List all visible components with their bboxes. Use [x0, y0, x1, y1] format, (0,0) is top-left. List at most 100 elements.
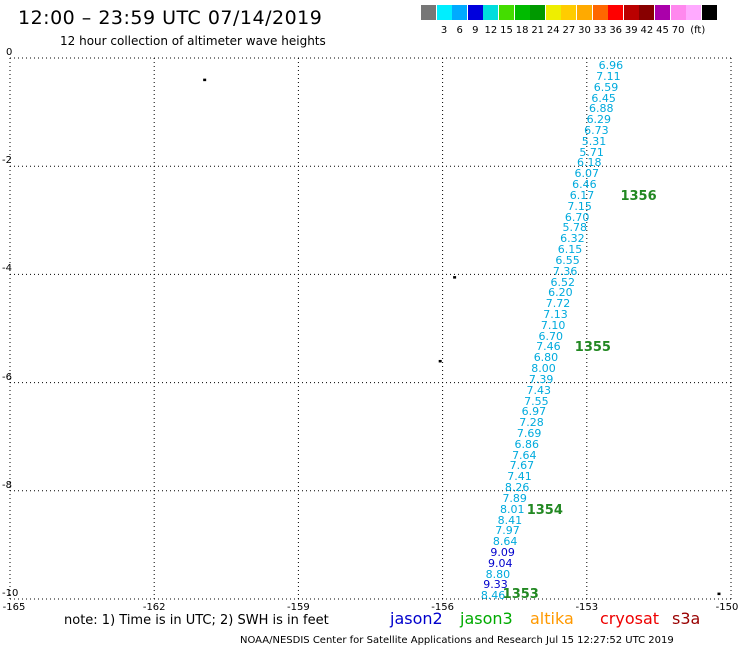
wave-height-value: 6.20 — [548, 286, 573, 300]
latitude-tick-label: 0 — [6, 47, 13, 58]
wave-height-value: 7.89 — [502, 491, 527, 505]
scale-swatch — [530, 5, 546, 20]
pass-number-label: 1355 — [574, 340, 611, 356]
wave-height-value: 7.11 — [596, 69, 621, 83]
scale-swatch — [467, 5, 483, 20]
scale-swatch — [670, 5, 686, 20]
longitude-tick-label: -165 — [2, 602, 26, 613]
scale-swatch — [421, 5, 436, 20]
wave-height-value: 6.97 — [521, 405, 547, 419]
scale-swatch — [499, 5, 514, 20]
wave-height-value: 6.46 — [572, 178, 597, 192]
scale-label: 3 — [440, 25, 448, 36]
scale-swatch — [686, 5, 702, 20]
wave-height-value: 7.13 — [543, 307, 568, 321]
wave-height-value: 8.46 — [480, 589, 506, 603]
latitude-tick-label: -6 — [2, 371, 12, 383]
wave-height-value: 5.71 — [579, 145, 604, 159]
scale-label: 15 — [500, 25, 513, 36]
pass-number-label: 1354 — [526, 502, 563, 518]
wave-height-value: 9.04 — [488, 556, 513, 570]
wave-height-value: 7.64 — [512, 448, 537, 462]
wave-height-value: 6.32 — [560, 232, 585, 246]
scale-swatch — [701, 5, 717, 20]
scale-swatch — [577, 5, 592, 20]
scale-label: 12 — [484, 25, 498, 36]
wave-height-value: 6.45 — [591, 91, 616, 105]
wave-height-value: 7.97 — [495, 524, 520, 538]
latitude-tick-label: -4 — [2, 263, 12, 275]
map-title: 12:00 – 23:59 UTC 07/14/2019 — [18, 7, 323, 29]
wave-height-value: 7.72 — [545, 297, 571, 311]
scale-swatch — [514, 5, 530, 20]
scale-label: 70 — [671, 25, 685, 36]
scale-label: 18 — [515, 25, 529, 36]
wave-height-value: 7.39 — [528, 372, 554, 386]
wave-height-value: 8.01 — [500, 502, 525, 516]
scale-swatch — [623, 5, 639, 20]
pass-number-label: 1356 — [620, 188, 657, 204]
wave-height-value: 5.31 — [581, 134, 607, 148]
scale-label: 36 — [609, 25, 623, 36]
island-marker — [717, 592, 721, 596]
scale-label: 45 — [656, 25, 669, 36]
latitude-tick-label: -8 — [2, 479, 12, 491]
latitude-tick-label: -10 — [2, 588, 19, 599]
wave-height-value: 6.73 — [584, 124, 609, 138]
satellite-legend-item: altika — [530, 609, 574, 628]
wave-height-value: 6.15 — [557, 243, 583, 257]
wave-height-value: 6.07 — [574, 167, 600, 181]
wave-height-value: 7.28 — [519, 416, 544, 430]
satellite-legend-item: jason3 — [460, 609, 513, 628]
island-marker — [438, 359, 442, 363]
note-text: note: 1) Time is in UTC; 2) SWH is in fe… — [64, 613, 329, 628]
wave-height-value: 5.78 — [562, 221, 588, 235]
scale-label: 6 — [456, 25, 463, 36]
wave-height-value: 8.26 — [504, 481, 530, 495]
longitude-tick-label: -153 — [575, 602, 599, 613]
wave-height-value: 7.36 — [552, 264, 578, 278]
wave-height-value: 7.46 — [536, 340, 561, 354]
pass-number-label: 1353 — [502, 586, 539, 602]
scale-swatch — [561, 5, 577, 20]
scale-label: 21 — [531, 25, 545, 36]
footer-credit: NOAA/NESDIS Center for Satellite Applica… — [240, 635, 674, 646]
scale-label: 39 — [624, 25, 638, 36]
scale-swatch — [452, 5, 468, 20]
longitude-tick-label: -162 — [142, 602, 166, 613]
scale-swatch — [483, 5, 499, 20]
wave-height-value: 7.69 — [516, 426, 542, 440]
latitude-tick-label: -2 — [2, 155, 12, 167]
wave-height-value: 8.00 — [531, 362, 556, 376]
wave-height-value: 7.43 — [526, 383, 551, 397]
wave-height-value: 8.80 — [485, 567, 511, 581]
scale-swatch — [545, 5, 561, 20]
wave-height-value: 9.09 — [490, 546, 515, 559]
wave-height-value: 6.17 — [569, 188, 595, 202]
wave-height-value: 6.70 — [538, 329, 564, 343]
wave-height-value: 6.59 — [593, 80, 619, 94]
scale-swatch — [639, 5, 655, 20]
wave-height-value: 8.64 — [492, 535, 518, 549]
wave-height-value: 6.29 — [586, 113, 612, 127]
scale-label: 42 — [640, 25, 654, 36]
wave-height-value: 7.10 — [540, 318, 566, 332]
satellite-legend-item: cryosat — [600, 609, 660, 628]
wave-height-value: 6.55 — [555, 253, 580, 267]
wave-height-value: 7.15 — [567, 199, 592, 213]
satellite-legend-item: jason2 — [390, 609, 443, 628]
wave-height-value: 9.33 — [483, 578, 508, 592]
wave-height-value: 7.67 — [509, 459, 535, 473]
longitude-tick-label: -150 — [715, 602, 739, 613]
scale-label: 9 — [472, 25, 479, 36]
wave-height-value: 6.80 — [533, 351, 559, 365]
map-subtitle: 12 hour collection of altimeter wave hei… — [60, 34, 326, 48]
wave-height-value: 6.52 — [550, 275, 576, 289]
island-marker — [453, 276, 457, 279]
scale-label: 24 — [546, 25, 560, 36]
longitude-tick-label: -156 — [431, 602, 454, 613]
scale-swatch — [655, 5, 670, 20]
wave-height-value: 6.70 — [564, 210, 590, 224]
